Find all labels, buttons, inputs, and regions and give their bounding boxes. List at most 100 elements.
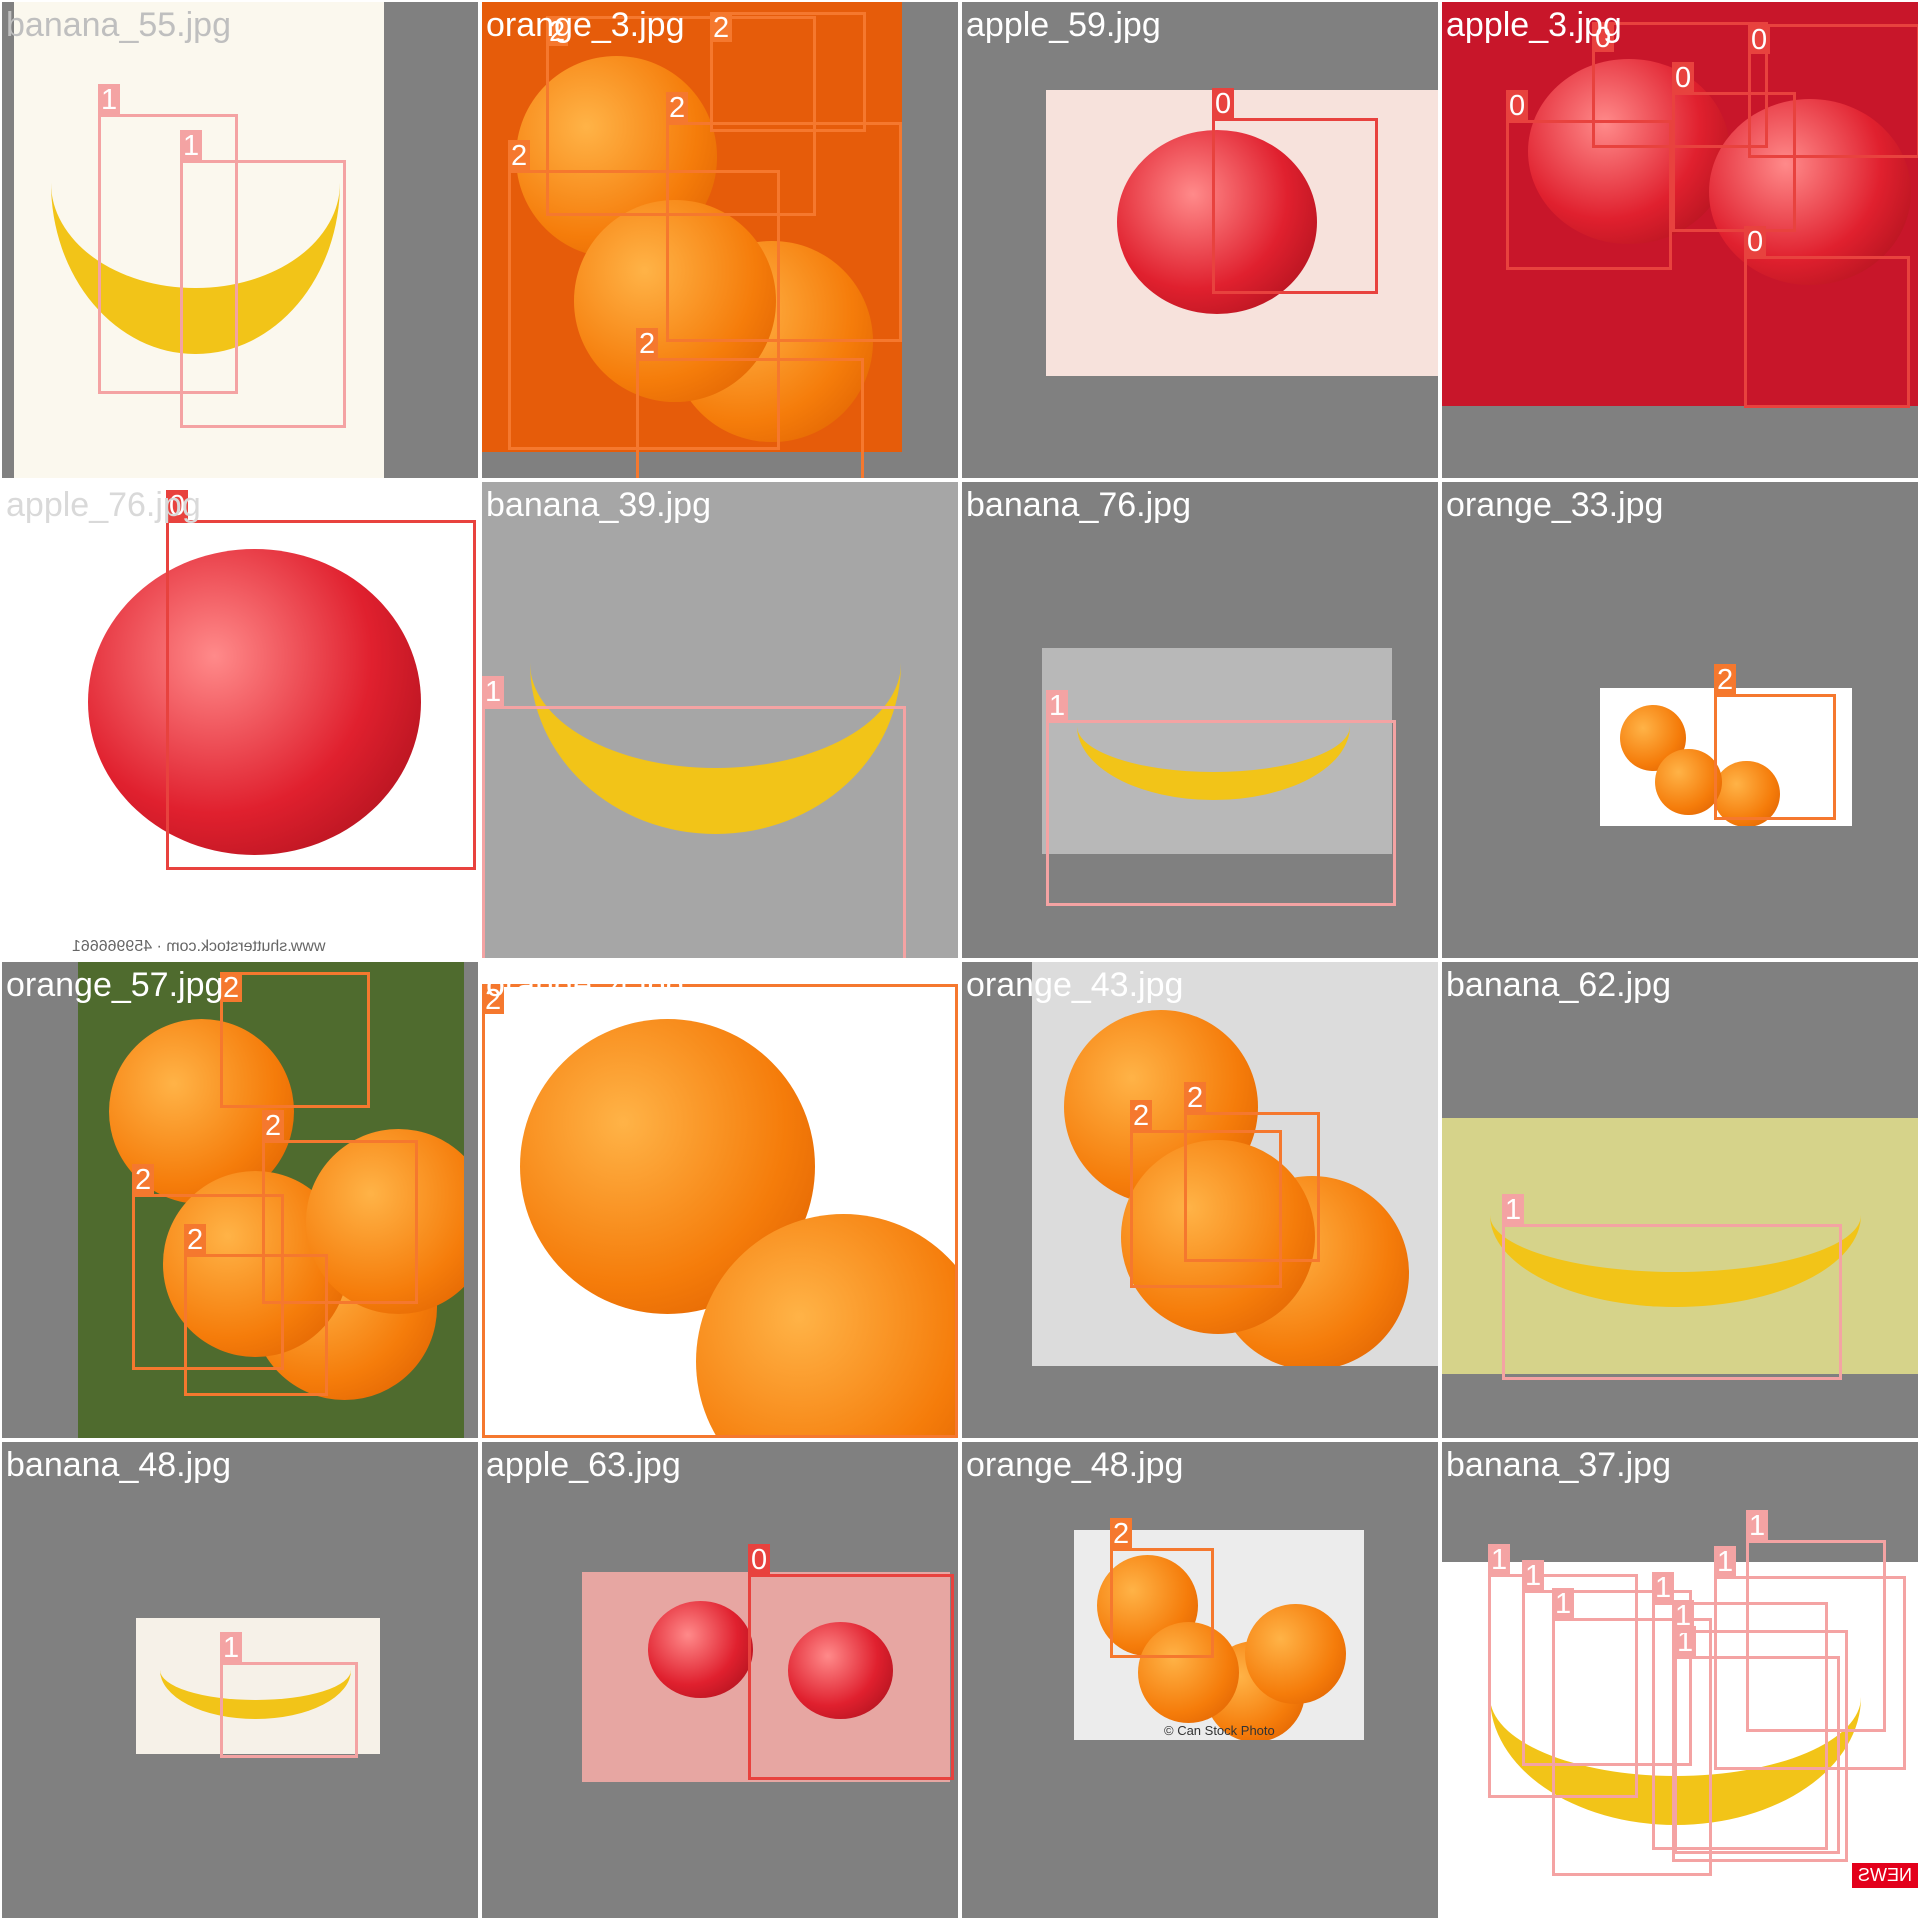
class-label: 1	[1522, 1560, 1545, 1591]
tile-photo	[1442, 1118, 1918, 1374]
tile-photo	[136, 1618, 380, 1754]
class-label: 2	[262, 1110, 285, 1141]
detection-box: 1	[1552, 1588, 1712, 1876]
orange-shape	[1655, 748, 1722, 815]
detection-box: 2	[666, 92, 902, 342]
detection-box: 1	[1046, 690, 1396, 906]
apple-shape	[788, 1622, 894, 1719]
detection-box: 2	[220, 972, 370, 1108]
class-label: 1	[180, 130, 203, 161]
detection-box: 1	[1652, 1572, 1828, 1850]
file-name: banana_48.jpg	[6, 1446, 232, 1484]
image-tile[interactable]: 0 0 0 0 0 apple_3.jpg	[1442, 2, 1918, 478]
image-tile[interactable]: 1 banana_76.jpg	[962, 482, 1438, 958]
class-label: 2	[1714, 664, 1737, 695]
detection-box: 2	[1110, 1518, 1214, 1658]
tile-photo	[482, 962, 958, 1438]
detection-box: 1	[1522, 1560, 1692, 1766]
detection-box: 0	[1506, 90, 1672, 270]
orange-shape	[1137, 1622, 1239, 1724]
tile-photo	[14, 2, 384, 478]
class-label: 1	[1552, 1588, 1575, 1619]
detection-box: 1	[1746, 1510, 1886, 1732]
tile-photo	[1600, 688, 1852, 826]
class-label: 2	[220, 972, 243, 1003]
class-label: 2	[184, 1224, 207, 1255]
class-label: 1	[1488, 1544, 1511, 1575]
detection-box: 0	[1672, 62, 1796, 232]
detection-box: 2	[1130, 1100, 1282, 1288]
class-label: 2	[132, 1164, 155, 1195]
image-tile[interactable]: 2 orange_4.jpg	[482, 962, 958, 1438]
detection-box: 2	[546, 16, 816, 216]
file-name: banana_76.jpg	[966, 486, 1192, 524]
image-tile[interactable]: 1 1 banana_55.jpg	[2, 2, 478, 478]
apple-shape	[1708, 98, 1911, 285]
orange-shape	[574, 200, 776, 402]
detection-box: 2	[262, 1110, 418, 1304]
image-tile[interactable]: 1 banana_62.jpg	[1442, 962, 1918, 1438]
orange-shape	[1713, 761, 1780, 826]
detection-box: 2	[508, 140, 780, 450]
detection-box: 1	[1674, 1626, 1840, 1854]
orange-shape	[305, 1128, 464, 1314]
detection-box: 2	[184, 1224, 328, 1396]
photo-caption: © Can Stock Photo	[1164, 1723, 1275, 1738]
file-name: banana_62.jpg	[1446, 966, 1672, 1004]
detection-box: 0	[1592, 22, 1768, 148]
class-label: 0	[1744, 226, 1767, 257]
detection-box: 2	[482, 984, 958, 1438]
class-label: 2	[1184, 1082, 1207, 1113]
class-label: 1	[220, 1632, 243, 1663]
orange-shape	[1121, 1139, 1316, 1334]
tile-photo	[78, 962, 464, 1438]
tile-photo	[1046, 90, 1438, 376]
image-tile[interactable]: NEWS 1 1 1 1 1 1 1 1 banana_37.jpg	[1442, 1442, 1918, 1918]
class-label: 1	[98, 84, 121, 115]
detection-box: 1	[220, 1632, 358, 1758]
image-tile[interactable]: 2 2 orange_43.jpg	[962, 962, 1438, 1438]
image-tile[interactable]: 2 2 2 2 2 orange_3.jpg	[482, 2, 958, 478]
class-label: 1	[1746, 1510, 1769, 1541]
tile-photo	[482, 482, 958, 958]
detection-box: 1	[482, 676, 906, 958]
class-label: 2	[1130, 1100, 1153, 1131]
detection-box: 0	[1212, 88, 1378, 294]
class-label: 2	[666, 92, 689, 123]
image-tile[interactable]: 2 2 2 2 orange_57.jpg	[2, 962, 478, 1438]
detection-box: 0	[1744, 226, 1910, 408]
class-label: 1	[1046, 690, 1069, 721]
detection-box: 1	[1502, 1194, 1842, 1380]
detection-box: 2	[710, 12, 866, 132]
class-label: 1	[1714, 1546, 1737, 1577]
news-badge: NEWS	[1852, 1863, 1918, 1888]
detection-box: 1	[180, 130, 346, 428]
detection-box: 0	[1748, 24, 1918, 158]
tile-photo	[582, 1572, 950, 1782]
image-tile[interactable]: 0 apple_59.jpg	[962, 2, 1438, 478]
file-name: banana_37.jpg	[1446, 1446, 1672, 1484]
class-label: 2	[482, 984, 505, 1015]
class-label: 2	[1110, 1518, 1133, 1549]
image-tile[interactable]: © Can Stock Photo 2 orange_48.jpg	[962, 1442, 1438, 1918]
image-tile[interactable]: 1 banana_48.jpg	[2, 1442, 478, 1918]
image-tile[interactable]: 0 apple_63.jpg	[482, 1442, 958, 1918]
class-label: 0	[1212, 88, 1235, 119]
tile-photo: © Can Stock Photo	[1074, 1530, 1364, 1740]
class-label: 1	[482, 676, 505, 707]
class-label: 2	[710, 12, 733, 43]
image-tile[interactable]: www.shutterstock.com · 459966661 0 apple_7…	[2, 482, 478, 958]
detection-box: 1	[98, 84, 238, 394]
apple-shape	[1116, 130, 1317, 315]
class-label: 0	[1506, 90, 1529, 121]
orange-shape	[1245, 1603, 1346, 1705]
detection-box: 0	[748, 1544, 954, 1780]
file-name: orange_33.jpg	[1446, 486, 1664, 524]
file-name: apple_63.jpg	[486, 1446, 681, 1484]
image-tile[interactable]: 2 orange_33.jpg	[1442, 482, 1918, 958]
tile-photo	[1042, 648, 1392, 854]
class-label: 1	[1502, 1194, 1525, 1225]
image-tile[interactable]: 1 banana_39.jpg	[482, 482, 958, 958]
apple-shape	[1527, 58, 1730, 245]
